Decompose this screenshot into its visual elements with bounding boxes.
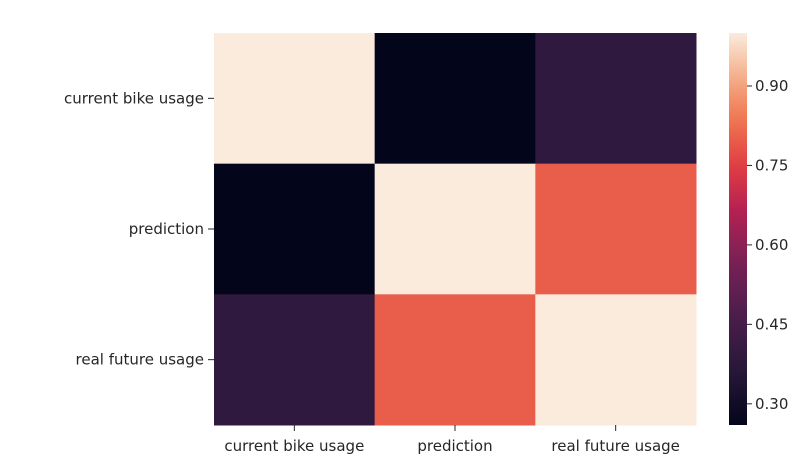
x-tick-label: prediction — [417, 437, 492, 455]
heatmap-cell — [214, 163, 376, 295]
heatmap-cell — [374, 163, 536, 295]
x-axis: current bike usage prediction real future … — [224, 425, 680, 455]
y-tick-label: prediction — [129, 220, 204, 238]
heatmap-cells — [214, 33, 697, 426]
y-axis: current bike usage prediction real future … — [64, 89, 214, 369]
heatmap-cell — [214, 294, 376, 426]
x-tick-label: real future usage — [551, 437, 679, 455]
y-tick-label: real future usage — [76, 351, 204, 369]
colorbar-tick-label: 0.90 — [755, 77, 788, 95]
heatmap-cell — [535, 294, 697, 426]
colorbar-gradient — [729, 33, 747, 425]
y-tick-label: current bike usage — [64, 89, 204, 107]
heatmap-cell — [535, 33, 697, 165]
heatmap-cell — [214, 33, 376, 165]
heatmap-cell — [535, 163, 697, 295]
colorbar-tick-label: 0.60 — [755, 236, 788, 254]
colorbar-tick-label: 0.75 — [755, 156, 788, 174]
colorbar: 0.30 0.45 0.60 0.75 0.90 — [729, 33, 788, 425]
heatmap-cell — [374, 33, 536, 165]
heatmap-cell — [374, 294, 536, 426]
colorbar-tick-label: 0.30 — [755, 395, 788, 413]
x-tick-label: current bike usage — [224, 437, 364, 455]
colorbar-tick-label: 0.45 — [755, 315, 788, 333]
